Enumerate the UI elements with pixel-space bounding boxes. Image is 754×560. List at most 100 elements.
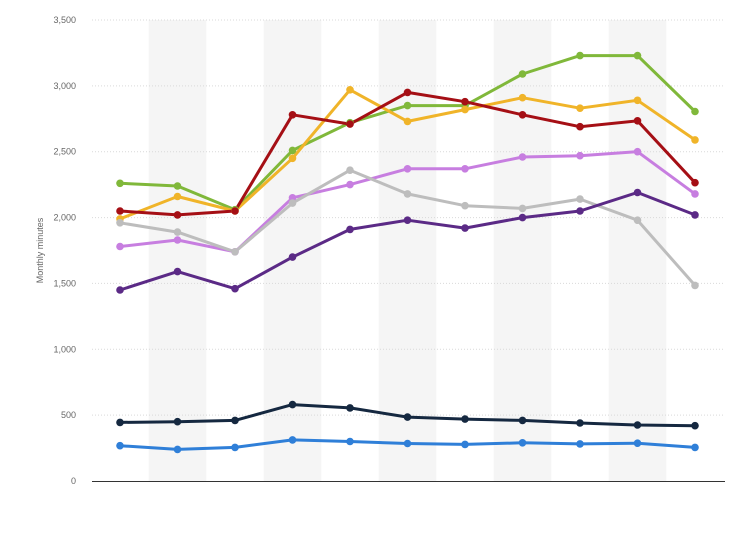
series-2-point[interactable] [633, 96, 642, 105]
series-7-point[interactable] [576, 419, 584, 427]
series-6-point[interactable] [346, 225, 354, 234]
y-tick-label: 500 [61, 410, 76, 420]
series-5-point[interactable] [518, 204, 527, 213]
series-4-point[interactable] [346, 180, 354, 189]
series-5-point[interactable] [633, 216, 642, 224]
series-1-point[interactable] [403, 101, 412, 110]
series-4-point[interactable] [691, 190, 699, 198]
column-band [263, 20, 322, 481]
series-4-point[interactable] [116, 242, 124, 251]
series-6-point[interactable] [231, 284, 239, 293]
series-1-point[interactable] [691, 107, 699, 116]
column-band [608, 20, 667, 481]
series-4-point[interactable] [461, 165, 469, 173]
series-3-point[interactable] [231, 207, 239, 215]
series-8-point[interactable] [173, 445, 182, 454]
series-2-point[interactable] [518, 93, 527, 102]
series-4-point[interactable] [173, 236, 182, 244]
y-tick-label: 2,000 [53, 213, 76, 223]
series-1-point[interactable] [116, 179, 124, 188]
series-8-point[interactable] [288, 436, 297, 444]
series-3-point[interactable] [288, 111, 297, 119]
series-4-point[interactable] [403, 165, 412, 173]
series-7-point[interactable] [518, 416, 527, 425]
series-2-point[interactable] [576, 104, 584, 112]
series-1-point[interactable] [576, 51, 584, 60]
series-3-point[interactable] [691, 178, 699, 187]
series-2-point[interactable] [461, 105, 469, 114]
series-5-point[interactable] [461, 201, 469, 210]
series-5-point[interactable] [173, 228, 182, 236]
series-6-point[interactable] [116, 286, 124, 294]
column-band [493, 20, 552, 481]
series-8-point[interactable] [691, 443, 699, 452]
series-2-point[interactable] [346, 86, 354, 94]
column-band [148, 20, 207, 481]
series-7-point[interactable] [116, 418, 124, 427]
series-7-point[interactable] [173, 417, 182, 426]
series-1-point[interactable] [288, 146, 297, 155]
series-4-point[interactable] [576, 151, 584, 160]
series-7-point[interactable] [461, 415, 469, 423]
series-5-point[interactable] [288, 199, 297, 207]
series-8-point[interactable] [461, 440, 469, 449]
series-3-point[interactable] [403, 88, 412, 97]
series-8-point[interactable] [346, 437, 354, 446]
series-points [116, 51, 699, 454]
series-7-point[interactable] [346, 404, 354, 412]
series-6-point[interactable] [691, 211, 699, 219]
series-8-point[interactable] [576, 440, 584, 448]
series-2-point[interactable] [403, 117, 412, 126]
series-3-point[interactable] [576, 122, 584, 131]
y-tick-label: 3,000 [53, 81, 76, 91]
series-5-point[interactable] [231, 248, 239, 256]
series-6-point[interactable] [461, 224, 469, 232]
series-7-point[interactable] [691, 421, 699, 430]
series-3-point[interactable] [116, 207, 124, 215]
series-7-point[interactable] [231, 416, 239, 425]
series-6-point[interactable] [576, 207, 584, 215]
y-tick-label: 1,000 [53, 344, 76, 354]
series-3-point[interactable] [173, 211, 182, 219]
series-8-point[interactable] [231, 443, 239, 452]
series-2-point[interactable] [288, 154, 297, 163]
series-2-point[interactable] [691, 136, 699, 144]
series-7-point[interactable] [403, 413, 412, 421]
y-tick-label: 0 [71, 476, 76, 486]
series-5-point[interactable] [346, 166, 354, 174]
series-4-point[interactable] [288, 194, 297, 202]
series-5-point[interactable] [116, 219, 124, 227]
series-3-point[interactable] [633, 117, 642, 125]
y-tick-label: 3,500 [53, 15, 76, 25]
series-8-point[interactable] [633, 439, 642, 448]
series-4-point[interactable] [518, 153, 527, 161]
series-6-point[interactable] [173, 267, 182, 276]
series-3-point[interactable] [346, 120, 354, 128]
series-5-point[interactable] [576, 195, 584, 203]
series-7-point[interactable] [288, 400, 297, 409]
series-6-point[interactable] [288, 253, 297, 261]
series-1-point[interactable] [518, 70, 527, 78]
series-6-point[interactable] [403, 216, 412, 224]
series-8-point[interactable] [403, 439, 412, 448]
series-1-point[interactable] [633, 51, 642, 60]
series-7-point[interactable] [633, 421, 642, 429]
series-8-point[interactable] [518, 439, 527, 447]
series-6-point[interactable] [633, 188, 642, 197]
series-5-point[interactable] [403, 190, 412, 198]
series-1-point[interactable] [173, 182, 182, 190]
series-6-point[interactable] [518, 213, 527, 222]
series-3-point[interactable] [518, 111, 527, 119]
series-5-point[interactable] [691, 281, 699, 290]
y-tick-label: 1,500 [53, 278, 76, 288]
y-tick-labels: 0 500 1,000 1,500 2,000 2,500 3,000 3,500 [53, 15, 76, 486]
series-8-point[interactable] [116, 441, 124, 450]
series-2-point[interactable] [173, 192, 182, 201]
y-axis-title: Monthly minutes [35, 217, 45, 283]
y-tick-label: 2,500 [53, 147, 76, 157]
series-3-point[interactable] [461, 97, 469, 106]
y-gridlines [92, 19, 725, 416]
series-4-point[interactable] [633, 147, 642, 156]
